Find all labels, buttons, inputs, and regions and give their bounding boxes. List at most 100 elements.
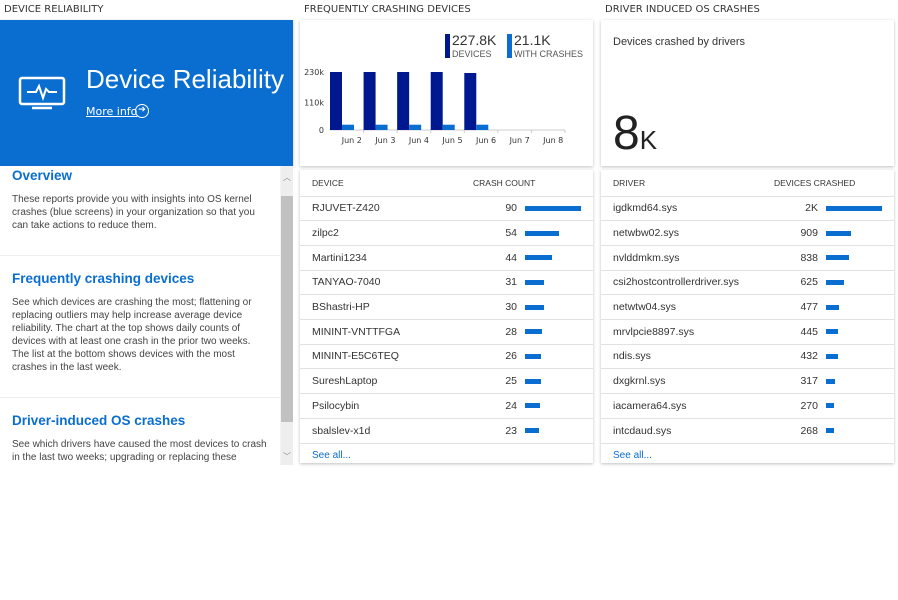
y-tick-label: 0 xyxy=(319,126,324,135)
table-row[interactable]: SureshLaptop 25 xyxy=(300,368,593,394)
row-name: intcdaud.sys xyxy=(601,417,774,443)
row-value: 838 xyxy=(774,244,824,271)
table-row[interactable]: MININT-E5C6TEQ 26 xyxy=(300,343,593,369)
row-bar xyxy=(525,255,553,261)
table-row[interactable]: ndis.sys 432 xyxy=(601,343,894,369)
row-name: Martini1234 xyxy=(300,244,473,271)
devices-see-all-link[interactable]: See all... xyxy=(300,442,593,467)
row-bar xyxy=(826,378,835,384)
table-row[interactable]: netwtw04.sys 477 xyxy=(601,294,894,320)
more-info-link[interactable]: More info xyxy=(86,105,138,118)
device-reliability-tile[interactable]: Device Reliability More info ➔ xyxy=(0,20,293,166)
row-bar xyxy=(826,353,839,359)
row-bar xyxy=(525,403,540,409)
row-bar xyxy=(525,329,543,335)
bar-devices xyxy=(330,72,342,130)
row-name: SureshLaptop xyxy=(300,368,473,394)
bar-devices xyxy=(363,72,376,130)
row-bar xyxy=(826,205,882,211)
info-title: Driver-induced OS crashes xyxy=(12,413,186,428)
crashes-count: 21.1K xyxy=(514,32,551,48)
row-bar xyxy=(826,230,852,236)
row-value: 2K xyxy=(774,195,824,221)
row-name: mrvlpcie8897.sys xyxy=(601,318,774,345)
info-overview: Overview These reports provide you with i… xyxy=(0,166,280,256)
info-text: See which drivers have caused the most d… xyxy=(12,439,267,463)
kpi-unit: K xyxy=(639,125,658,155)
row-name: RJUVET-Z420 xyxy=(300,195,473,221)
row-bar xyxy=(826,255,850,261)
driver-kpi-card[interactable]: Devices crashed by drivers 8K xyxy=(601,20,894,166)
x-tick-label: Jun 2 xyxy=(341,136,362,145)
row-value: 25 xyxy=(473,368,523,394)
row-bar xyxy=(826,329,839,335)
bar-devices xyxy=(464,73,477,130)
info-text: See which devices are crashing the most;… xyxy=(12,297,252,373)
row-value: 445 xyxy=(774,318,824,345)
crash-chart-card[interactable]: 227.8K DEVICES 21.1K WITH CRASHES 0 110k 2… xyxy=(300,20,593,166)
x-tick-label: Jun 7 xyxy=(509,136,530,145)
hero-title: Device Reliability xyxy=(86,64,284,94)
row-value: 54 xyxy=(473,220,523,246)
table-row[interactable]: mrvlpcie8897.sys 445 xyxy=(601,318,894,345)
row-name: sbalslev-x1d xyxy=(300,417,473,443)
row-value: 44 xyxy=(473,244,523,271)
bar-with-crashes xyxy=(442,124,455,130)
row-name: netwbw02.sys xyxy=(601,220,774,246)
table-row[interactable]: TANYAO-7040 31 xyxy=(300,269,593,295)
row-bar xyxy=(525,378,541,384)
drivers-see-all-link[interactable]: See all... xyxy=(601,442,894,467)
table-row[interactable]: igdkmd64.sys 2K xyxy=(601,195,894,221)
x-tick-label: Jun 6 xyxy=(475,136,496,145)
row-bar xyxy=(525,353,542,359)
x-tick-label: Jun 4 xyxy=(408,136,429,145)
row-bar xyxy=(525,304,544,310)
row-value: 90 xyxy=(473,195,523,221)
table-row[interactable]: RJUVET-Z420 90 xyxy=(300,195,593,221)
scrollbar-thumb[interactable] xyxy=(281,196,293,422)
row-name: igdkmd64.sys xyxy=(601,195,774,221)
devices-table: DEVICE CRASH COUNT RJUVET-Z420 90 zilpc2 54 M… xyxy=(300,170,593,443)
row-name: iacamera64.sys xyxy=(601,393,774,419)
col-devices-crashed: DEVICES CRASHED xyxy=(774,177,856,188)
table-row[interactable]: nvlddmkm.sys 838 xyxy=(601,244,894,271)
table-row[interactable]: BShastri-HP 30 xyxy=(300,294,593,320)
row-name: Psilocybin xyxy=(300,393,473,419)
row-bar xyxy=(826,279,844,285)
row-name: netwtw04.sys xyxy=(601,294,774,320)
devices-table-card: DEVICE CRASH COUNT RJUVET-Z420 90 zilpc2 54 M… xyxy=(300,170,593,463)
info-frequently-crashing: Frequently crashing devices See which dev… xyxy=(0,256,280,398)
monitor-pulse-icon xyxy=(18,76,66,110)
row-bar xyxy=(525,230,559,236)
scroll-down-icon[interactable]: ﹀ xyxy=(283,452,291,461)
row-value: 317 xyxy=(774,368,824,394)
scroll-up-icon[interactable]: ︿ xyxy=(283,173,291,182)
table-row[interactable]: intcdaud.sys 268 xyxy=(601,417,894,443)
table-row[interactable]: sbalslev-x1d 23 xyxy=(300,417,593,443)
bar-devices xyxy=(397,72,410,130)
info-title: Frequently crashing devices xyxy=(12,271,195,286)
crashes-legend-swatch xyxy=(507,34,512,58)
row-value: 625 xyxy=(774,269,824,295)
table-row[interactable]: MININT-VNTTFGA 28 xyxy=(300,318,593,345)
drivers-table-card: DRIVER DEVICES CRASHED igdkmd64.sys 2K netw… xyxy=(601,170,894,463)
arrow-right-icon[interactable]: ➔ xyxy=(135,104,149,118)
col-crash-count: CRASH COUNT xyxy=(473,177,536,188)
row-name: MININT-E5C6TEQ xyxy=(300,343,473,369)
table-row[interactable]: netwbw02.sys 909 xyxy=(601,220,894,246)
info-scroll-panel[interactable]: Overview These reports provide you with i… xyxy=(0,166,293,465)
row-value: 432 xyxy=(774,343,824,369)
x-tick-label: Jun 8 xyxy=(542,136,563,145)
row-name: csi2hostcontrollerdriver.sys xyxy=(601,269,774,295)
table-row[interactable]: zilpc2 54 xyxy=(300,220,593,246)
row-value: 28 xyxy=(473,318,523,345)
devices-legend-swatch xyxy=(445,34,450,58)
table-row[interactable]: iacamera64.sys 270 xyxy=(601,393,894,419)
table-row[interactable]: dxgkrnl.sys 317 xyxy=(601,368,894,394)
col-device: DEVICE xyxy=(312,177,344,188)
table-row[interactable]: Psilocybin 24 xyxy=(300,393,593,419)
bar-with-crashes xyxy=(476,124,489,130)
bar-with-crashes xyxy=(342,124,354,130)
table-row[interactable]: csi2hostcontrollerdriver.sys 625 xyxy=(601,269,894,295)
table-row[interactable]: Martini1234 44 xyxy=(300,244,593,271)
